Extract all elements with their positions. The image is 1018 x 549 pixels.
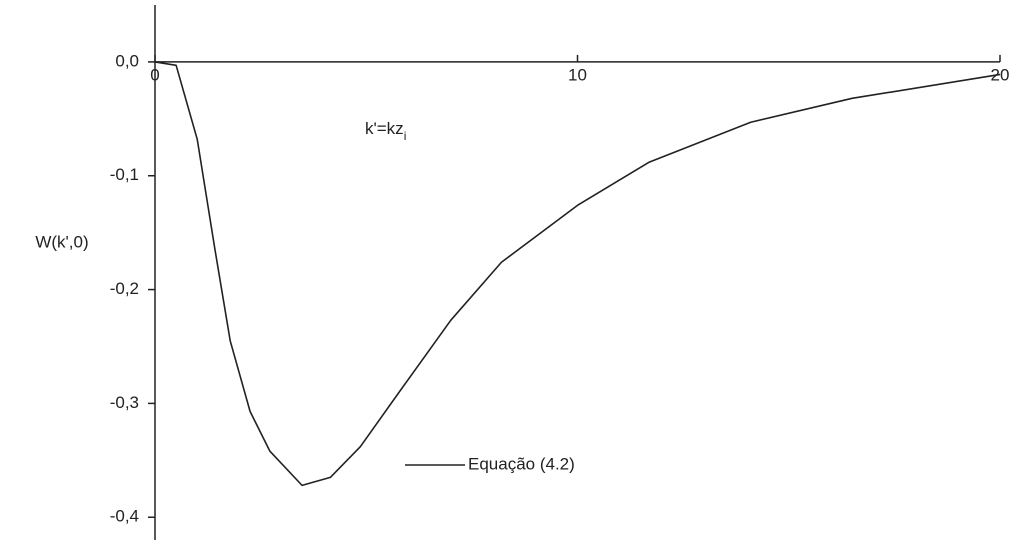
x-axis-label-sub: i: [404, 129, 407, 143]
x-tick-label: 10: [568, 65, 587, 84]
y-tick-label: -0,1: [110, 165, 139, 184]
legend-label: Equação (4.2): [468, 454, 575, 473]
y-tick-label: -0,4: [110, 507, 139, 526]
y-tick-label: -0,3: [110, 393, 139, 412]
x-axis-label-main: k'=kz: [365, 119, 404, 138]
x-axis-label: k'=kzi: [365, 119, 406, 143]
y-tick-label: -0,2: [110, 279, 139, 298]
y-axis-label: W(k',0): [35, 232, 88, 251]
line-series: [154, 61, 1001, 487]
y-tick-label: 0,0: [115, 51, 139, 70]
x-tick-label: 0: [150, 65, 159, 84]
